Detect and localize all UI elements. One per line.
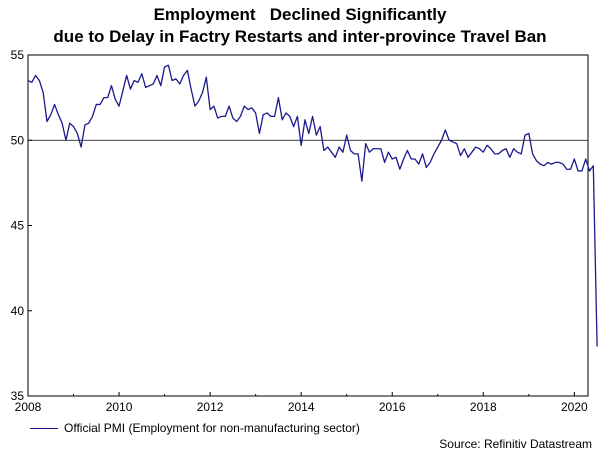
chart-title-line-2: due to Delay in Factry Restarts and inte… <box>53 27 547 46</box>
y-tick-label: 55 <box>11 48 25 62</box>
x-tick-label: 2012 <box>197 400 224 414</box>
y-tick-label: 45 <box>11 219 25 233</box>
legend-swatch <box>30 427 58 429</box>
plot-frame <box>27 54 589 397</box>
source-note: Source: Refinitiv Datastream <box>439 437 592 451</box>
x-tick-label: 2018 <box>470 400 497 414</box>
x-tick-label: 2008 <box>15 400 42 414</box>
legend: Official PMI (Employment for non-manufac… <box>30 421 360 435</box>
x-tick-label: 2010 <box>106 400 133 414</box>
y-tick-label: 35 <box>11 389 25 403</box>
x-tick-label: 2016 <box>379 400 406 414</box>
x-tick-label: 2014 <box>288 400 315 414</box>
chart-title-line-1: Employment Declined Significantly <box>153 5 447 24</box>
x-tick-label: 2020 <box>561 400 588 414</box>
legend-label: Official PMI (Employment for non-manufac… <box>64 421 360 435</box>
y-tick-label: 40 <box>11 304 25 318</box>
series-line-employment-pmi <box>27 64 598 347</box>
y-tick-label: 50 <box>11 133 25 147</box>
chart-title: Employment Declined Significantly due to… <box>0 4 600 48</box>
